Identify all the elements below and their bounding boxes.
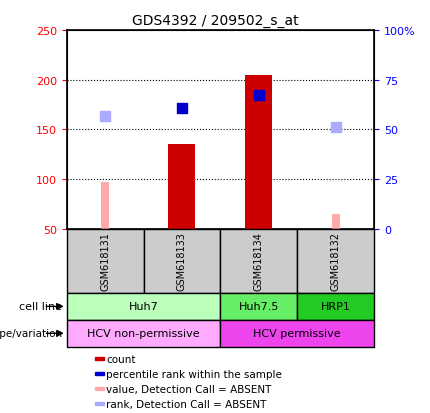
Bar (221, 320, 374, 347)
Bar (67, 229, 144, 293)
Bar (332, 214, 340, 229)
Bar (144, 229, 221, 293)
Text: count: count (106, 354, 135, 364)
Text: Huh7.5: Huh7.5 (239, 301, 279, 312)
Text: GSM618132: GSM618132 (331, 232, 341, 291)
Text: cell line: cell line (19, 301, 62, 312)
Text: value, Detection Call = ABSENT: value, Detection Call = ABSENT (106, 384, 271, 394)
Bar (221, 229, 297, 293)
Text: GSM618133: GSM618133 (177, 232, 187, 291)
Point (332, 125, 339, 131)
Text: percentile rank within the sample: percentile rank within the sample (106, 369, 282, 379)
Text: GSM618134: GSM618134 (254, 232, 264, 291)
Bar (95, 402, 104, 405)
Text: rank, Detection Call = ABSENT: rank, Detection Call = ABSENT (106, 399, 267, 408)
Bar (95, 357, 104, 361)
Bar (221, 293, 297, 320)
Bar (95, 387, 104, 390)
Text: genotype/variation: genotype/variation (0, 328, 62, 339)
Text: HCV permissive: HCV permissive (253, 328, 341, 339)
Bar (101, 183, 109, 229)
Bar (297, 293, 374, 320)
Bar (67, 320, 221, 347)
Text: HCV non-permissive: HCV non-permissive (87, 328, 200, 339)
Bar (67, 293, 221, 320)
Bar (169, 145, 195, 229)
Text: GSM618131: GSM618131 (100, 232, 110, 291)
Text: HRP1: HRP1 (321, 301, 350, 312)
Point (255, 92, 262, 99)
Point (101, 114, 108, 121)
Bar (297, 229, 374, 293)
Bar (95, 372, 104, 375)
Point (178, 105, 185, 112)
Text: GDS4392 / 209502_s_at: GDS4392 / 209502_s_at (132, 14, 298, 28)
Text: Huh7: Huh7 (129, 301, 158, 312)
Bar (246, 76, 272, 229)
